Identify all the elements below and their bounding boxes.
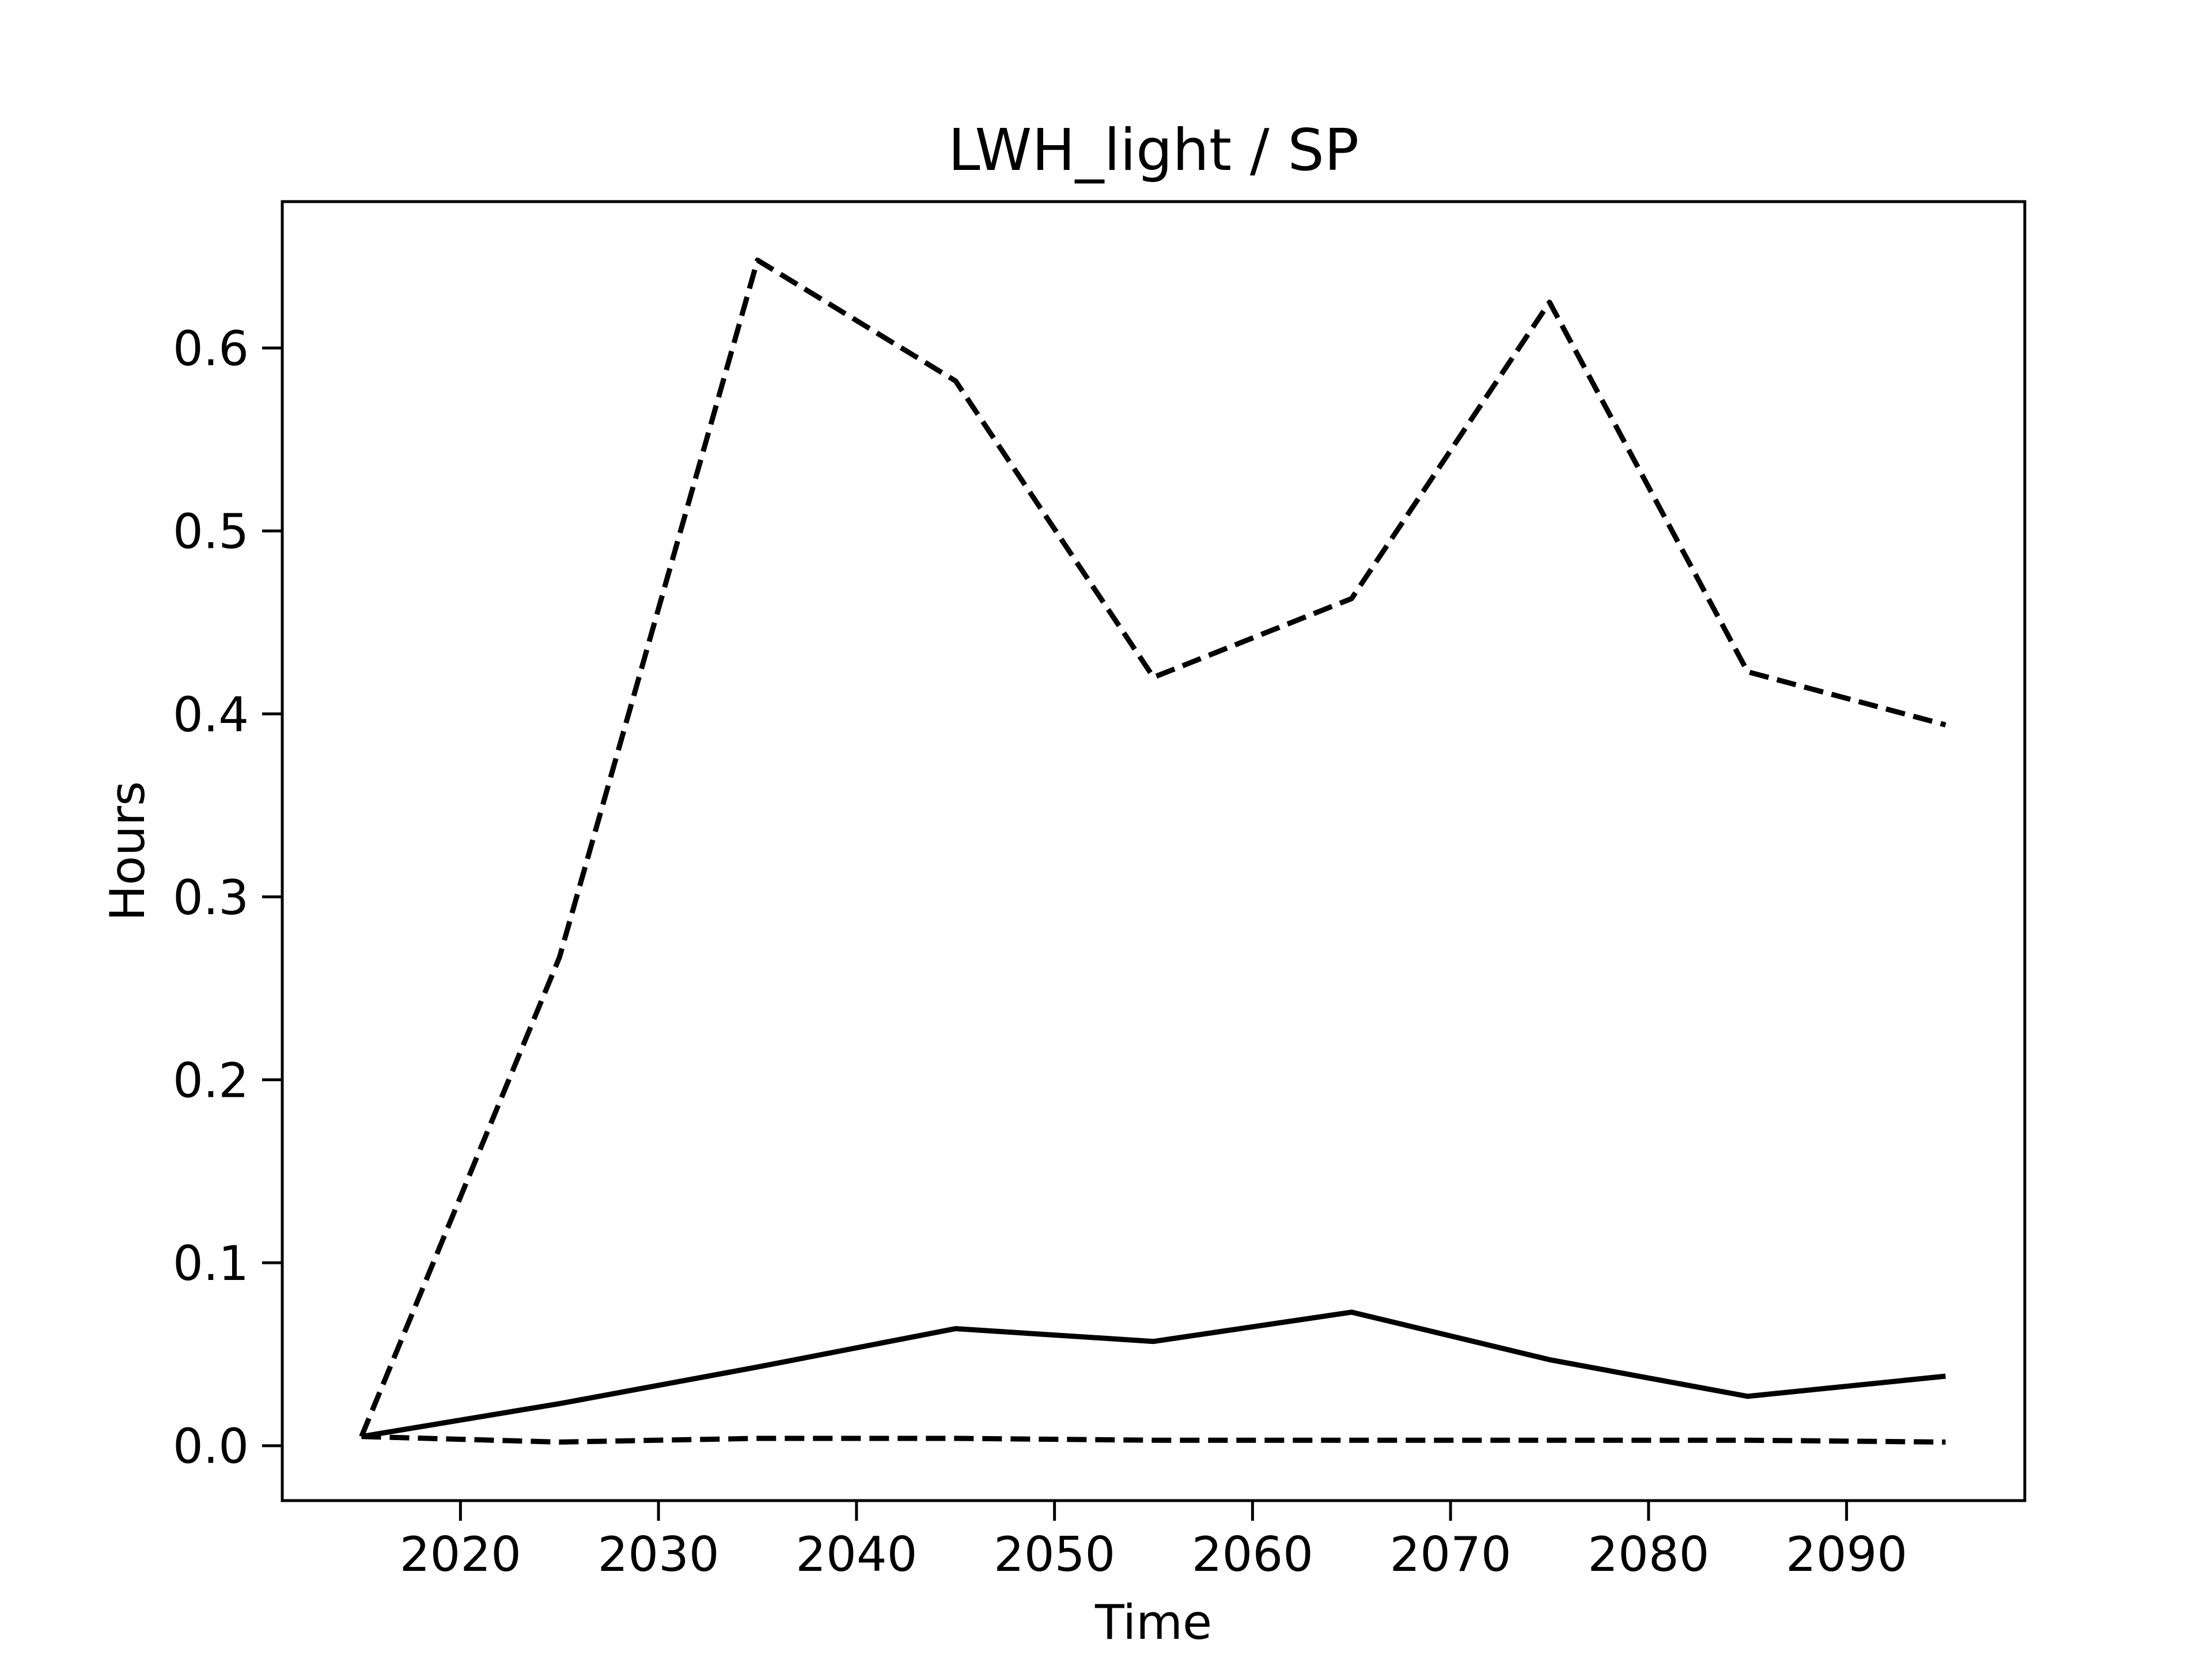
series-line-3 xyxy=(361,1434,1946,1445)
x-tick-label: 2050 xyxy=(994,1527,1115,1582)
series-line-2 xyxy=(361,1309,1946,1440)
ticks-layer: 2020 2030 2040 2050 2060 2070 2080 2090 0.0 0.1 0.… xyxy=(173,321,1907,1582)
x-tick-label: 2040 xyxy=(796,1527,917,1582)
y-tick-label: 0.2 xyxy=(173,1053,249,1109)
x-tick-label: 2090 xyxy=(1786,1527,1907,1582)
y-tick-label: 0.4 xyxy=(173,687,249,743)
x-tick-label: 2080 xyxy=(1588,1527,1709,1582)
plot-frame xyxy=(281,200,2027,1502)
y-tick-label: 0.5 xyxy=(173,504,249,560)
x-tick-label: 2070 xyxy=(1390,1527,1512,1582)
series-layer xyxy=(359,257,1946,1445)
y-axis-label: Hours xyxy=(100,781,156,921)
y-tick-label: 0.1 xyxy=(173,1236,249,1291)
x-tick-label: 2030 xyxy=(598,1527,719,1582)
x-tick-label: 2060 xyxy=(1192,1527,1313,1582)
chart-title: LWH_light / SP xyxy=(948,116,1359,184)
y-tick-label: 0.6 xyxy=(173,321,249,377)
x-tick-label: 2020 xyxy=(400,1527,521,1582)
x-axis-label: Time xyxy=(1094,1594,1212,1650)
y-tick-label: 0.0 xyxy=(173,1419,249,1475)
y-tick-label: 0.3 xyxy=(173,870,249,926)
